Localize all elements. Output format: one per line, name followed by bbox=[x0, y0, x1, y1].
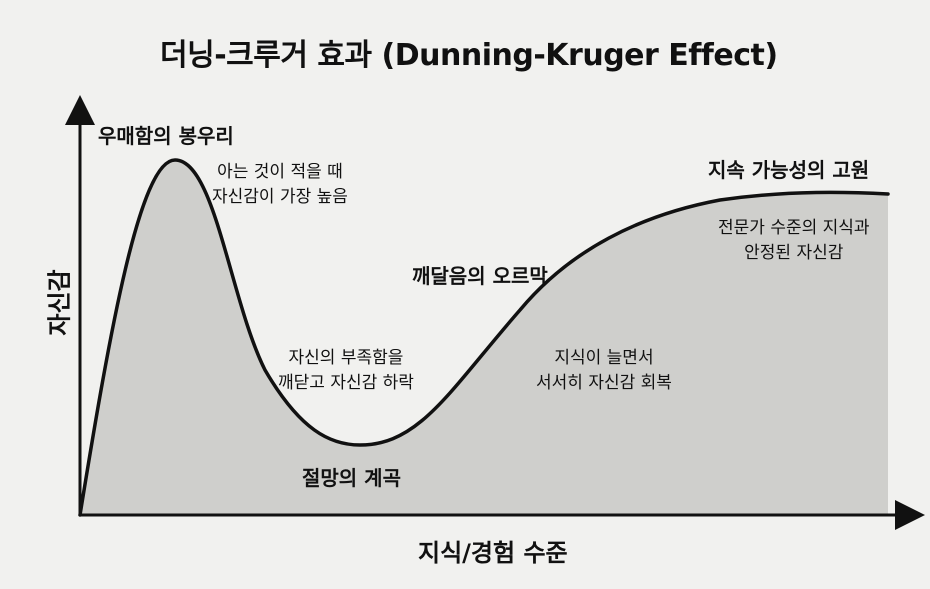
stage-label-valley: 절망의 계곡 bbox=[302, 466, 401, 490]
confidence-area bbox=[80, 160, 888, 515]
x-axis-label: 지식/경험 수준 bbox=[418, 539, 568, 567]
note-line: 자신의 부족함을 bbox=[288, 348, 404, 368]
stage-note-slope: 지식이 늘면서 서서히 자신감 회복 bbox=[536, 346, 672, 396]
diagram-title: 더닝-크루거 효과 (Dunning-Kruger Effect) bbox=[160, 38, 778, 73]
note-line: 서서히 자신감 회복 bbox=[536, 373, 672, 393]
stage-note-plateau: 전문가 수준의 지식과 안정된 자신감 bbox=[718, 216, 870, 266]
note-line: 안정된 자신감 bbox=[744, 243, 844, 263]
stage-label-plateau: 지속 가능성의 고원 bbox=[708, 158, 870, 182]
stage-label-slope: 깨달음의 오르막 bbox=[412, 264, 548, 288]
note-line: 깨닫고 자신감 하락 bbox=[278, 373, 414, 393]
y-axis-label: 자신감 bbox=[45, 269, 74, 336]
confidence-curve bbox=[78, 158, 890, 517]
note-line: 자신감이 가장 높음 bbox=[212, 187, 348, 207]
stage-note-valley: 자신의 부족함을 깨닫고 자신감 하락 bbox=[278, 346, 414, 396]
note-line: 전문가 수준의 지식과 bbox=[718, 218, 870, 238]
stage-label-peak: 우매함의 봉우리 bbox=[98, 124, 234, 148]
note-line: 아는 것이 적을 때 bbox=[217, 162, 343, 182]
stage-note-peak: 아는 것이 적을 때 자신감이 가장 높음 bbox=[212, 160, 348, 210]
note-line: 지식이 늘면서 bbox=[554, 348, 654, 368]
